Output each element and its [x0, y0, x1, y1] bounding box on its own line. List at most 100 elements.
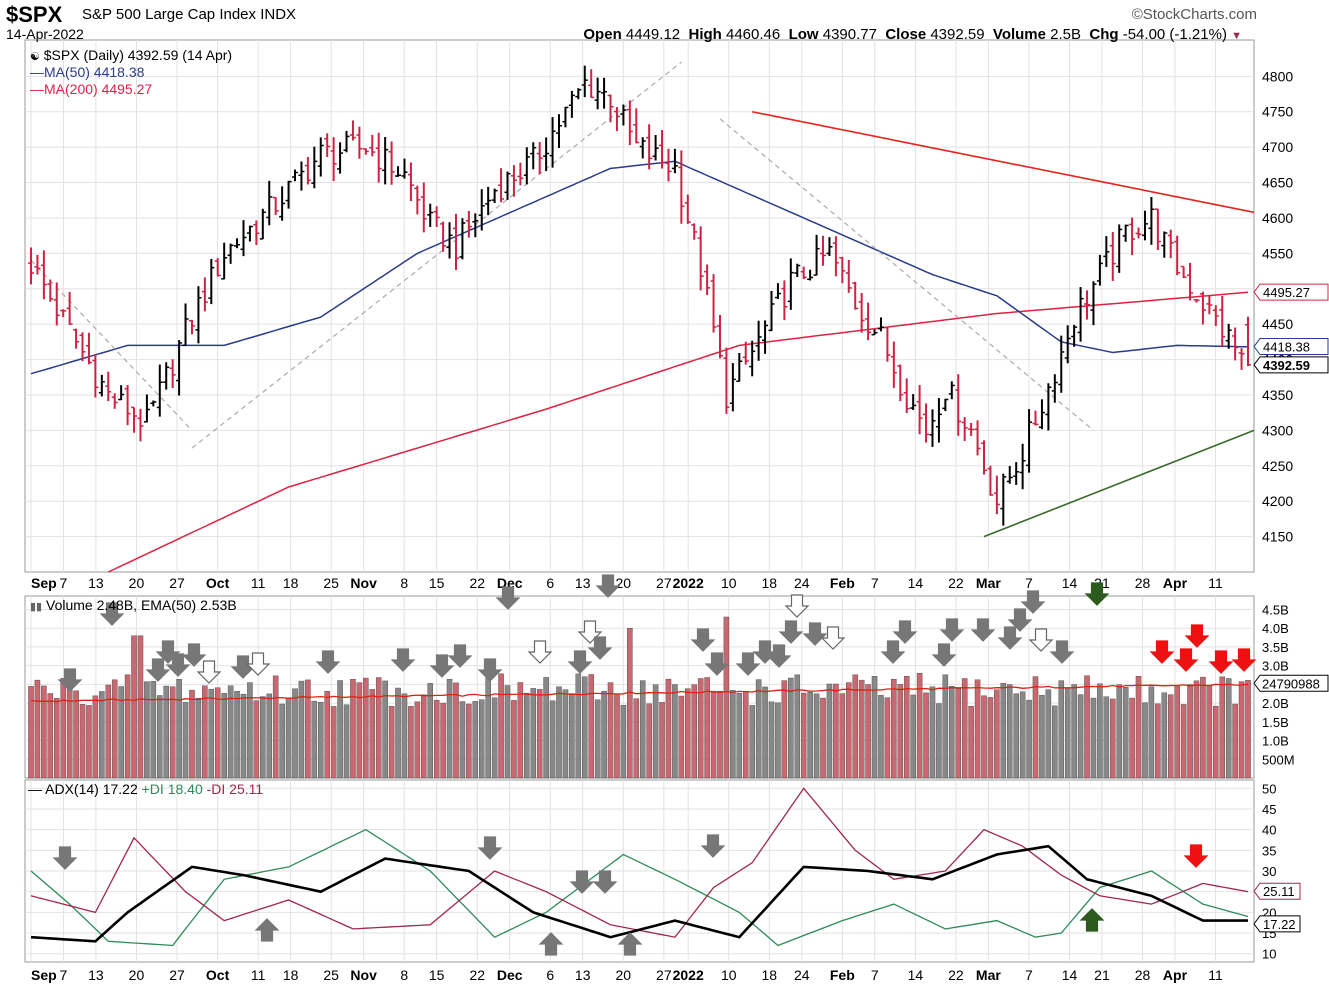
volume-bar — [1225, 678, 1232, 779]
volume-bar — [111, 679, 118, 779]
volume-bar — [961, 678, 968, 779]
down-arrow-icon — [970, 618, 996, 642]
x-tick-label: 25 — [323, 575, 339, 591]
volume-bar — [923, 692, 929, 779]
value-flag-label: 25.11 — [1263, 884, 1295, 899]
chg-label: Chg — [1089, 26, 1119, 43]
volume-legend-icon: ▮▮ — [30, 601, 43, 613]
x-tick-label: 7 — [60, 575, 68, 591]
x-tick-label: 2022 — [673, 575, 704, 591]
down-arrow-icon — [892, 620, 918, 644]
ohlc-summary: Open 4449.12 High 4460.46 Low 4390.77 Cl… — [583, 26, 1242, 43]
down-arrow-icon — [99, 602, 125, 626]
volume-bar — [356, 682, 363, 779]
x-tick-label: 28 — [1135, 575, 1151, 591]
volume-bar — [317, 702, 324, 779]
volume-bar — [408, 706, 414, 779]
down-arrow-icon — [495, 586, 521, 610]
adx-legend: — ADX(14) 17.22 +DI 18.40 -DI 25.11 — [28, 781, 263, 797]
up-arrow-icon — [1079, 908, 1105, 932]
volume-bar — [92, 695, 99, 779]
volume-bar — [582, 676, 588, 779]
volume-bar — [517, 682, 524, 779]
volume-bar — [1161, 692, 1168, 779]
down-triangle-icon: ▼ — [1231, 30, 1242, 42]
volume-bar — [485, 676, 491, 779]
volume-bar — [1232, 703, 1238, 779]
volume-bar — [607, 682, 614, 779]
x-tick-label: 22 — [469, 575, 485, 591]
x-tick-label: 27 — [656, 967, 672, 983]
volume-bar — [1026, 699, 1032, 779]
volume-bar — [221, 693, 227, 779]
volume-bar — [498, 673, 504, 779]
down-arrow-icon — [802, 622, 828, 646]
volume-bar — [28, 686, 34, 779]
volume-bar — [652, 684, 659, 779]
down-arrow-icon — [477, 836, 503, 860]
down-arrow-icon — [569, 870, 595, 894]
volume-bar — [646, 703, 652, 779]
y-tick-label: 50 — [1262, 781, 1276, 796]
x-tick-label: 13 — [88, 575, 104, 591]
ma50-line — [30, 160, 1249, 375]
ma200-legend: —MA(200) 4495.27 — [30, 81, 152, 97]
volume-bar — [685, 688, 691, 779]
volume-bar — [182, 702, 189, 779]
volume-bar — [678, 695, 685, 779]
volume-bar — [826, 683, 833, 779]
y-tick-label: 4650 — [1262, 175, 1293, 191]
x-tick-label: 18 — [762, 575, 778, 591]
x-tick-label: Apr — [1163, 967, 1188, 983]
volume-bar — [375, 677, 382, 779]
volume-bar — [562, 689, 569, 779]
volume-bar — [601, 690, 607, 779]
volume-bar — [1155, 703, 1161, 779]
y-tick-label: 30 — [1262, 864, 1276, 879]
volume-bar — [433, 699, 440, 779]
up-arrow-icon — [617, 932, 643, 956]
volume-bar — [1122, 687, 1129, 779]
down-arrow-icon — [735, 652, 761, 676]
volume-bar — [858, 679, 865, 779]
volume-bar — [1142, 702, 1148, 779]
x-tick-label: 7 — [60, 967, 68, 983]
volume-bar — [878, 695, 884, 779]
down-arrow-icon — [447, 644, 473, 668]
volume-bar — [994, 689, 1000, 779]
volume-bar — [195, 697, 202, 779]
volume-bar — [1135, 676, 1142, 779]
x-tick-label: Mar — [976, 967, 1001, 983]
volume-bar — [569, 693, 575, 779]
x-tick-label: 11 — [251, 967, 266, 983]
x-tick-label: 14 — [908, 967, 924, 983]
down-arrow-icon — [527, 640, 553, 664]
volume-bar — [395, 687, 401, 779]
y-tick-label: 4200 — [1262, 493, 1293, 509]
y-tick-label: 4800 — [1262, 68, 1293, 84]
volume-bar — [968, 706, 974, 779]
price-legend: ☯ $SPX (Daily) 4392.59 (14 Apr) — [30, 47, 232, 63]
down-arrow-icon — [1208, 650, 1234, 674]
y-tick-label: 4150 — [1262, 529, 1293, 545]
volume-bar — [105, 684, 112, 779]
y-tick-label: 1.0B — [1262, 734, 1289, 749]
x-tick-label: Sep — [31, 575, 57, 591]
x-tick-label: Mar — [976, 575, 1001, 591]
volume-bar — [852, 674, 858, 779]
volume-bar — [66, 677, 73, 779]
y-tick-label: 4250 — [1262, 458, 1293, 474]
down-arrow-icon — [429, 654, 455, 678]
x-tick-label: 11 — [251, 575, 266, 591]
x-tick-label: 13 — [88, 967, 104, 983]
volume-bar — [620, 704, 627, 779]
ma200-swatch-icon: — — [30, 81, 44, 97]
brand-label: ©StockCharts.com — [1131, 6, 1257, 23]
x-tick-label: 22 — [948, 967, 964, 983]
volume-bar — [137, 635, 144, 779]
exchange-text: INDX — [260, 6, 297, 23]
down-arrow-icon — [1084, 582, 1110, 606]
y-tick-label: 4.5B — [1262, 602, 1289, 617]
volume-bar — [1000, 683, 1007, 779]
value-flag — [1253, 356, 1329, 374]
